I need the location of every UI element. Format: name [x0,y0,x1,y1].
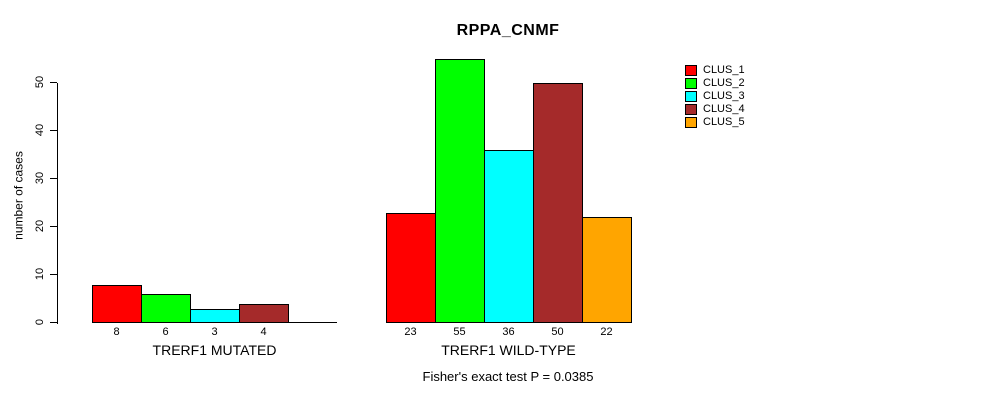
y-axis-line [57,83,58,324]
chart-title: RPPA_CNMF [456,22,560,39]
legend-swatch-clus_3 [685,91,697,102]
y-axis-title: number of cases [11,151,26,240]
fisher-test-annotation: Fisher's exact test P = 0.0385 [422,369,594,384]
legend-item-clus_3: CLUS_3 [685,90,745,103]
legend-item-clus_4: CLUS_4 [685,103,745,116]
bar-value-label-group0-clus_1: 8 [113,326,120,338]
y-tick-label-20: 20 [34,219,46,233]
legend-label-clus_2: CLUS_2 [703,77,745,89]
bar-group0-clus_1 [92,285,142,323]
bar-group1-clus_2 [435,59,485,323]
bar-group0-clus_2 [141,294,191,323]
legend-label-clus_1: CLUS_1 [703,64,745,76]
bar-value-label-group1-clus_2: 55 [453,326,466,338]
y-tick-label-50: 50 [34,75,46,89]
y-tick-0 [50,322,57,323]
bar-value-label-group1-clus_5: 22 [600,326,613,338]
legend-item-clus_2: CLUS_2 [685,77,745,90]
legend-item-clus_1: CLUS_1 [685,64,745,77]
legend-swatch-clus_4 [685,104,697,115]
y-tick-30 [50,178,57,179]
y-tick-label-30: 30 [34,171,46,185]
bar-value-label-group0-clus_2: 6 [162,326,169,338]
y-tick-label-0: 0 [34,318,46,326]
legend-item-clus_5: CLUS_5 [685,116,745,129]
group-label-wild-type: TRERF1 WILD-TYPE [441,342,576,358]
legend-label-clus_5: CLUS_5 [703,116,745,128]
bar-value-label-group0-clus_3: 3 [211,326,218,338]
y-tick-label-40: 40 [34,123,46,137]
bar-group0-clus_4 [239,304,289,323]
bar-value-label-group1-clus_4: 50 [551,326,564,338]
y-tick-50 [50,82,57,83]
y-tick-40 [50,130,57,131]
legend-label-clus_4: CLUS_4 [703,103,745,115]
bar-value-label-group1-clus_1: 23 [404,326,417,338]
bar-value-label-group0-clus_4: 4 [260,326,267,338]
bar-group1-clus_3 [484,150,534,323]
legend-swatch-clus_2 [685,78,697,89]
bar-group1-clus_5 [582,217,632,323]
y-tick-10 [50,274,57,275]
legend-swatch-clus_1 [685,65,697,76]
bar-value-label-group1-clus_3: 36 [502,326,515,338]
legend-label-clus_3: CLUS_3 [703,90,745,102]
group-label-mutated: TRERF1 MUTATED [152,342,277,358]
bar-group1-clus_4 [533,83,583,323]
y-tick-label-10: 10 [34,267,46,281]
y-tick-20 [50,226,57,227]
legend-swatch-clus_5 [685,117,697,128]
bar-group0-clus_3 [190,309,240,323]
bar-group1-clus_1 [386,213,436,323]
